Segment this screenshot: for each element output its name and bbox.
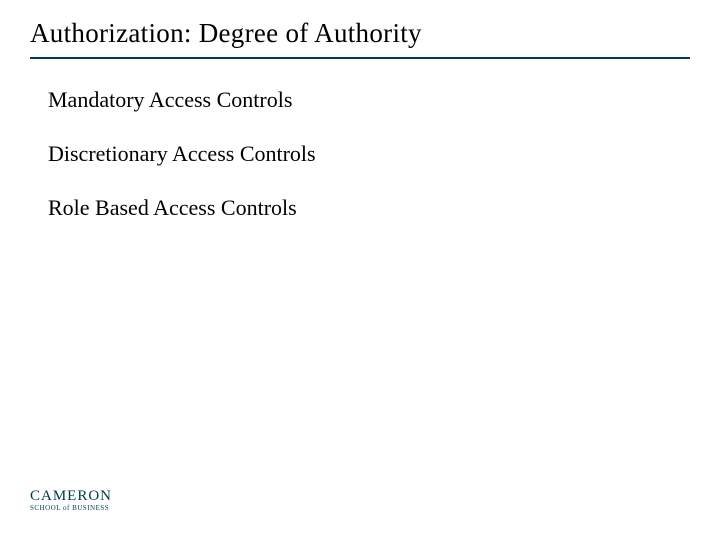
logo-sub-text: SCHOOL of BUSINESS (30, 505, 112, 512)
bullet-item: Role Based Access Controls (48, 195, 690, 221)
logo-main-text: CAMERON (30, 489, 112, 504)
title-section: Authorization: Degree of Authority (30, 18, 690, 59)
bullet-list: Mandatory Access Controls Discretionary … (30, 87, 690, 221)
footer-logo: CAMERON SCHOOL of BUSINESS (30, 489, 112, 512)
slide-title: Authorization: Degree of Authority (30, 18, 690, 49)
bullet-item: Mandatory Access Controls (48, 87, 690, 113)
slide-container: Authorization: Degree of Authority Manda… (0, 0, 720, 540)
bullet-item: Discretionary Access Controls (48, 141, 690, 167)
